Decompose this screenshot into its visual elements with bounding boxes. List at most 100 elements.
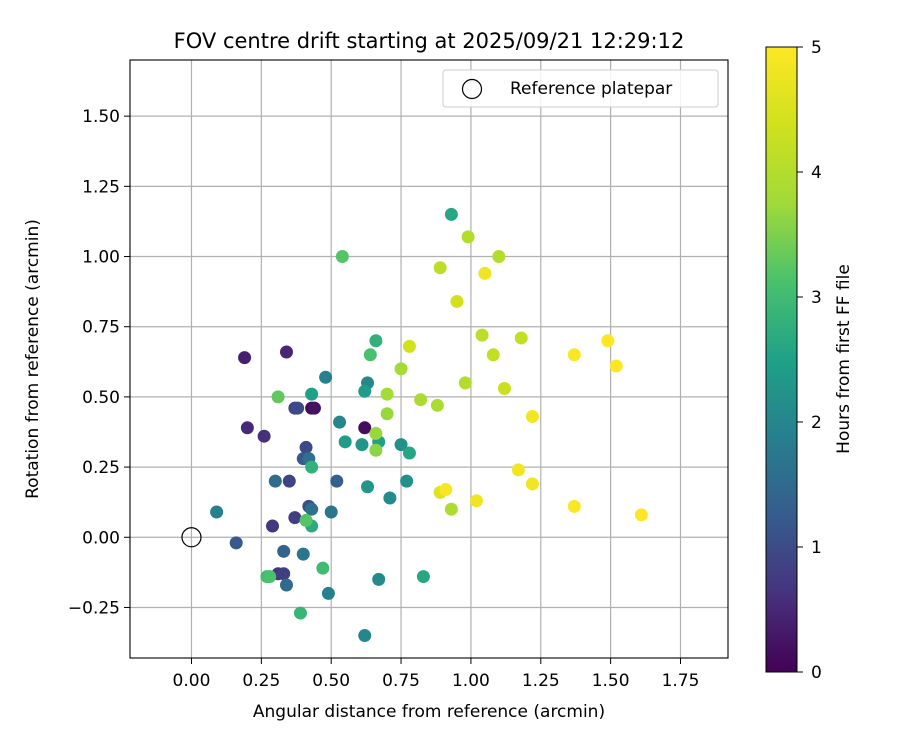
data-point — [458, 376, 472, 390]
data-point — [609, 359, 623, 373]
data-point — [470, 494, 484, 508]
data-point — [288, 511, 302, 525]
data-point — [380, 387, 394, 401]
data-point — [511, 463, 525, 477]
data-point — [414, 393, 428, 407]
y-tick-label: 1.50 — [82, 107, 120, 127]
data-point — [380, 407, 394, 421]
y-tick-label: 1.25 — [82, 177, 120, 197]
data-point — [430, 398, 444, 412]
data-point — [361, 480, 375, 494]
data-point — [266, 519, 280, 533]
data-point — [330, 474, 344, 488]
data-point — [305, 387, 319, 401]
data-point — [439, 483, 453, 497]
data-point — [478, 266, 492, 280]
data-point — [257, 429, 271, 443]
data-point — [358, 384, 372, 398]
data-point — [567, 348, 581, 362]
reference-layer — [181, 527, 202, 548]
data-point — [296, 547, 310, 561]
y-tick-label: 1.00 — [82, 248, 120, 268]
data-point — [316, 561, 330, 575]
colorbar-tick-label: 5 — [811, 38, 822, 58]
data-point — [634, 508, 648, 522]
data-point — [450, 294, 464, 308]
data-point — [268, 474, 282, 488]
data-point — [277, 544, 291, 558]
data-point — [305, 460, 319, 474]
data-point — [372, 572, 386, 586]
x-tick-label: 1.50 — [592, 671, 630, 691]
y-tick-label: 0.00 — [82, 528, 120, 548]
legend-entry-reference: Reference platepar — [510, 79, 672, 99]
legend-marker-icon — [461, 78, 483, 100]
data-point — [567, 499, 581, 513]
data-point — [358, 421, 372, 435]
colorbar: 0 1 2 3 4 5 Hours from first FF file — [765, 38, 854, 683]
x-axis-label: Angular distance from reference (arcmin) — [253, 702, 605, 722]
data-point — [475, 328, 489, 342]
data-point — [263, 570, 277, 584]
data-point — [461, 230, 475, 244]
x-tick-label: 1.75 — [662, 671, 700, 691]
axis-ticks: 0.00 0.25 0.50 0.75 1.00 1.25 1.50 1.75 −0.25 0.0… — [68, 107, 700, 691]
data-point — [394, 362, 408, 376]
data-point — [486, 348, 500, 362]
data-point — [601, 334, 615, 348]
data-point — [299, 513, 313, 527]
y-tick-label: 0.50 — [82, 388, 120, 408]
data-point — [293, 606, 307, 620]
data-point — [319, 370, 333, 384]
colorbar-tick-label: 4 — [811, 163, 822, 183]
data-point — [229, 536, 243, 550]
data-point — [402, 446, 416, 460]
data-point — [514, 331, 528, 345]
colorbar-tick-label: 0 — [811, 663, 822, 683]
data-point — [333, 415, 347, 429]
data-point — [525, 410, 539, 424]
data-point — [400, 474, 414, 488]
scatter-points — [210, 207, 648, 643]
y-tick-label: −0.25 — [68, 598, 120, 618]
grid — [130, 60, 728, 658]
data-point — [324, 505, 338, 519]
data-point — [279, 578, 293, 592]
data-point — [497, 381, 511, 395]
data-point — [369, 334, 383, 348]
data-point — [271, 390, 285, 404]
x-tick-label: 1.25 — [522, 671, 560, 691]
data-point — [369, 443, 383, 457]
colorbar-tick-label: 1 — [811, 538, 822, 558]
x-tick-label: 1.00 — [452, 671, 490, 691]
y-tick-label: 0.25 — [82, 458, 120, 478]
x-tick-label: 0.00 — [173, 671, 211, 691]
data-point — [402, 339, 416, 353]
data-point — [291, 401, 305, 415]
data-point — [383, 491, 397, 505]
data-point — [277, 567, 291, 581]
data-point — [358, 629, 372, 643]
data-point — [444, 502, 458, 516]
data-point — [240, 421, 254, 435]
data-point — [492, 250, 506, 264]
data-point — [279, 345, 293, 359]
data-point — [210, 505, 224, 519]
data-point — [321, 586, 335, 600]
data-point — [394, 438, 408, 452]
data-point — [525, 477, 539, 491]
data-point — [433, 261, 447, 275]
data-point — [444, 207, 458, 221]
x-tick-label: 0.50 — [312, 671, 350, 691]
data-point — [307, 401, 321, 415]
colorbar-tick-label: 2 — [811, 413, 822, 433]
data-point — [338, 435, 352, 449]
data-point — [335, 250, 349, 264]
colorbar-gradient — [765, 46, 798, 673]
data-point — [282, 474, 296, 488]
data-point — [299, 440, 313, 454]
data-point — [416, 570, 430, 584]
y-tick-label: 0.75 — [82, 318, 120, 338]
x-tick-label: 0.75 — [382, 671, 420, 691]
